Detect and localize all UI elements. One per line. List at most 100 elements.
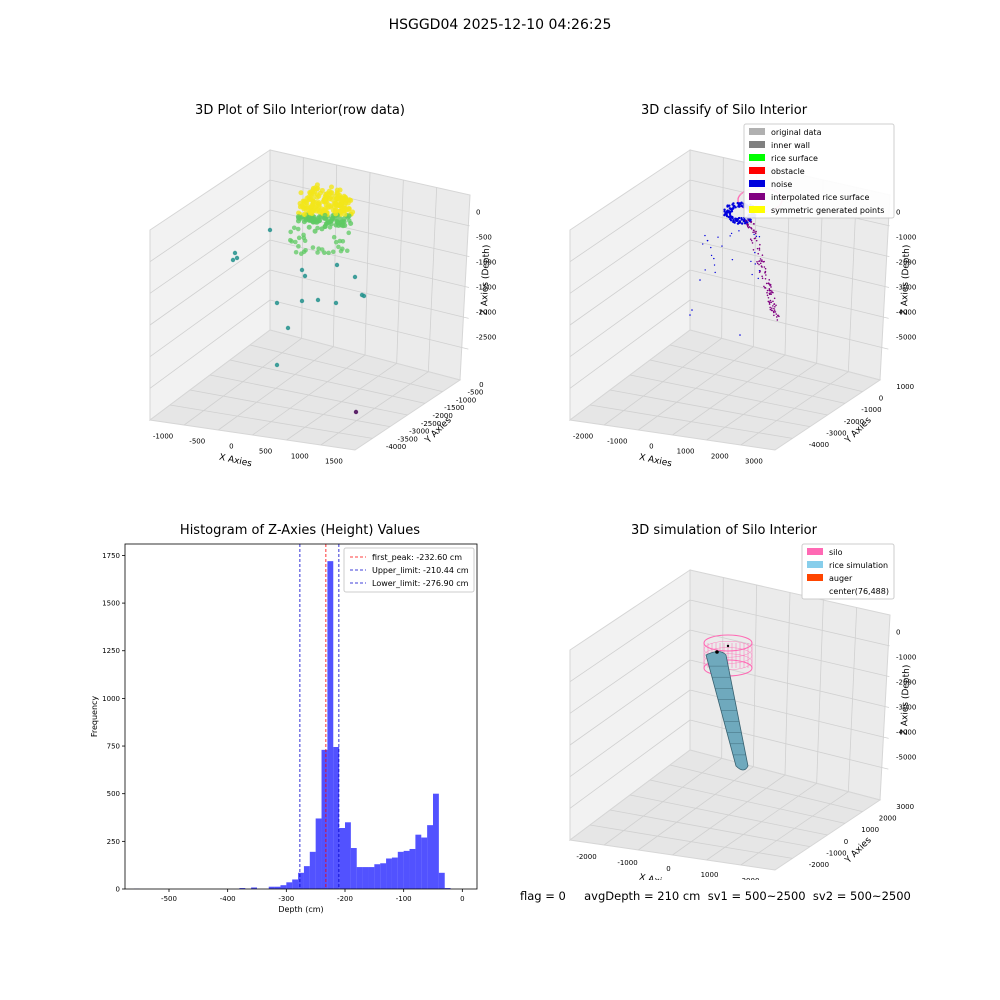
x-tick-label: -1000 bbox=[153, 433, 173, 441]
histogram-bar bbox=[356, 867, 363, 889]
z-tick-label: -3000 bbox=[896, 284, 916, 292]
data-point bbox=[346, 197, 352, 203]
panel1-title: 3D Plot of Silo Interior(row data) bbox=[195, 103, 405, 118]
plot-frame bbox=[124, 543, 478, 890]
x-tick-label: 1000 bbox=[291, 453, 309, 461]
data-point bbox=[770, 307, 773, 309]
z-axis-label: Z Axies (Depth) bbox=[480, 245, 492, 316]
panel2-title: 3D classify of Silo Interior bbox=[640, 103, 808, 118]
data-point bbox=[334, 262, 340, 268]
data-point bbox=[763, 260, 765, 263]
data-point bbox=[765, 282, 768, 285]
data-point bbox=[288, 229, 293, 235]
data-point bbox=[352, 274, 358, 280]
legend-label: silo bbox=[829, 548, 843, 557]
data-point bbox=[315, 297, 321, 303]
legend-swatch bbox=[749, 193, 765, 200]
x-tick-label: 1000 bbox=[677, 448, 695, 456]
data-point bbox=[340, 197, 346, 203]
data-point bbox=[758, 263, 760, 266]
data-point bbox=[706, 239, 709, 242]
data-point bbox=[691, 309, 693, 311]
data-point bbox=[319, 247, 325, 252]
y-axis-label: Frequency bbox=[90, 696, 99, 738]
data-point bbox=[344, 248, 350, 254]
x-tick-label: -400 bbox=[220, 895, 236, 903]
data-point bbox=[773, 314, 775, 317]
legend-swatch bbox=[807, 561, 823, 568]
x-axis-label: X Axies bbox=[218, 453, 253, 470]
histogram-bar bbox=[421, 837, 428, 889]
data-point bbox=[772, 291, 774, 294]
z-tick-label: -2000 bbox=[476, 309, 496, 317]
data-point bbox=[752, 231, 754, 234]
histogram-bar bbox=[415, 834, 422, 889]
data-point bbox=[704, 269, 706, 271]
histogram-bar bbox=[309, 851, 316, 889]
data-point bbox=[285, 325, 291, 331]
data-point bbox=[760, 260, 763, 263]
histogram-bar bbox=[298, 872, 304, 889]
legend-swatch bbox=[807, 574, 823, 581]
data-point bbox=[757, 277, 759, 280]
data-point bbox=[313, 220, 319, 225]
histogram-bar bbox=[274, 886, 281, 889]
data-point bbox=[727, 215, 730, 219]
data-point bbox=[326, 250, 331, 256]
data-point bbox=[731, 216, 734, 220]
histogram-bar bbox=[438, 872, 445, 889]
data-point bbox=[337, 202, 343, 208]
legend-label: symmetric generated points bbox=[771, 206, 884, 215]
panel4-title: 3D simulation of Silo Interior bbox=[631, 523, 817, 538]
data-point bbox=[735, 217, 739, 221]
data-point bbox=[753, 231, 756, 233]
data-point bbox=[293, 249, 299, 255]
y-tick-label: -1000 bbox=[456, 396, 476, 404]
histogram-bar bbox=[303, 866, 310, 889]
x-tick-label: -100 bbox=[396, 895, 412, 903]
data-point bbox=[293, 239, 298, 245]
data-point bbox=[756, 260, 758, 263]
z-tick-label: -5000 bbox=[896, 754, 916, 762]
grid-line bbox=[569, 299, 691, 389]
data-point bbox=[702, 243, 704, 245]
data-point bbox=[754, 232, 757, 235]
data-point bbox=[327, 224, 333, 230]
histogram-bar bbox=[292, 879, 299, 889]
data-point bbox=[758, 269, 761, 272]
data-point bbox=[302, 238, 308, 244]
data-point bbox=[754, 263, 756, 265]
x-tick-label: -2000 bbox=[576, 853, 596, 861]
data-point bbox=[234, 255, 240, 261]
data-point bbox=[699, 279, 701, 281]
data-point bbox=[754, 237, 757, 239]
data-point bbox=[301, 211, 307, 217]
data-point bbox=[747, 223, 749, 226]
grid-line bbox=[569, 659, 691, 746]
data-point bbox=[768, 289, 771, 291]
histogram-bar bbox=[333, 746, 340, 889]
histogram-bar bbox=[397, 851, 404, 889]
data-point bbox=[765, 274, 767, 276]
data-point bbox=[751, 273, 753, 276]
grid-line bbox=[569, 269, 691, 357]
legend-label: Upper_limit: -210.44 cm bbox=[372, 566, 469, 575]
z-tick-label: -4000 bbox=[896, 309, 916, 317]
data-point bbox=[338, 248, 344, 254]
data-point bbox=[767, 282, 770, 284]
z-tick-label: -2000 bbox=[896, 259, 916, 267]
data-point bbox=[295, 226, 301, 232]
data-point bbox=[770, 290, 773, 292]
data-point bbox=[302, 273, 308, 279]
data-point bbox=[750, 226, 752, 229]
data-point bbox=[750, 260, 752, 263]
data-point bbox=[745, 221, 748, 224]
y-tick-label: 1250 bbox=[102, 647, 120, 655]
grid-line bbox=[569, 179, 691, 262]
grid-line bbox=[569, 239, 691, 326]
data-point bbox=[761, 254, 764, 256]
data-point bbox=[714, 271, 716, 274]
data-point bbox=[739, 194, 741, 196]
legend-label: inner wall bbox=[771, 141, 810, 150]
data-point bbox=[747, 219, 750, 221]
